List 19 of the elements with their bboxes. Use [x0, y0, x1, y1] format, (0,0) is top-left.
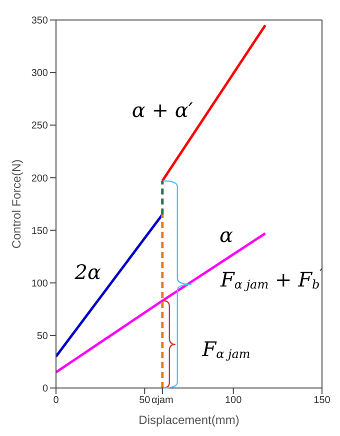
annotation: F$_{α jam}$ [201, 337, 250, 362]
y-tick-label: 300 [31, 68, 48, 80]
y-tick-label: 0 [42, 384, 48, 395]
annotation: α + α′ [132, 98, 194, 122]
x-axis-title: Displacement(mm) [138, 413, 240, 427]
y-tick-label: 50 [36, 330, 48, 342]
y-tick-label: 250 [31, 120, 48, 132]
x-tick-label: 100 [224, 395, 242, 406]
annotation: 2α [74, 260, 102, 284]
x-tick-label: 50 [139, 395, 151, 406]
y-tick-label: 100 [31, 278, 48, 290]
y-axis-title: Control Force(N) [9, 159, 24, 249]
y-tick-label: 200 [31, 173, 48, 184]
annotation: α [219, 223, 234, 248]
x-tick-label: αjam [151, 395, 174, 406]
y-tick-label: 150 [31, 226, 48, 237]
x-tick-label: 150 [314, 395, 331, 406]
y-tick-label: 350 [31, 16, 48, 27]
x-tick-label: 0 [53, 395, 60, 406]
